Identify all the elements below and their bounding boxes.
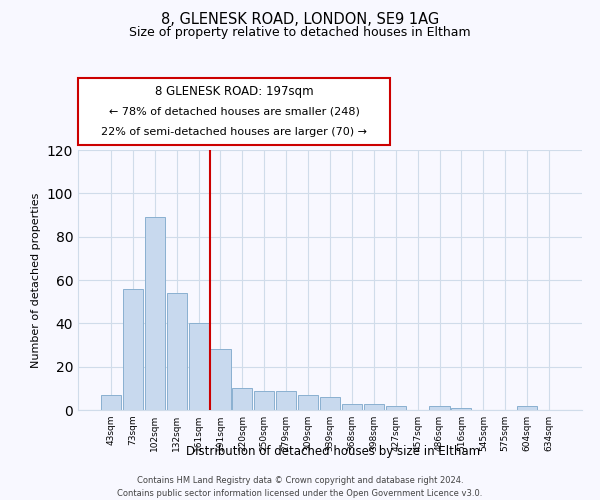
- Text: Distribution of detached houses by size in Eltham: Distribution of detached houses by size …: [186, 444, 480, 458]
- Text: 22% of semi-detached houses are larger (70) →: 22% of semi-detached houses are larger (…: [101, 127, 367, 137]
- Text: ← 78% of detached houses are smaller (248): ← 78% of detached houses are smaller (24…: [109, 106, 359, 116]
- Bar: [430, 406, 449, 410]
- Text: 8 GLENESK ROAD: 197sqm: 8 GLENESK ROAD: 197sqm: [155, 85, 313, 98]
- Bar: [342, 404, 362, 410]
- Text: Contains HM Land Registry data © Crown copyright and database right 2024.
Contai: Contains HM Land Registry data © Crown c…: [118, 476, 482, 498]
- Bar: [188, 324, 209, 410]
- Y-axis label: Number of detached properties: Number of detached properties: [31, 192, 41, 368]
- Bar: [276, 390, 296, 410]
- Bar: [320, 397, 340, 410]
- Bar: [451, 408, 472, 410]
- Text: Size of property relative to detached houses in Eltham: Size of property relative to detached ho…: [129, 26, 471, 39]
- Bar: [386, 406, 406, 410]
- Bar: [364, 404, 384, 410]
- Bar: [517, 406, 537, 410]
- Bar: [211, 350, 230, 410]
- Bar: [101, 395, 121, 410]
- Text: 8, GLENESK ROAD, LONDON, SE9 1AG: 8, GLENESK ROAD, LONDON, SE9 1AG: [161, 12, 439, 28]
- Bar: [298, 395, 318, 410]
- Bar: [232, 388, 253, 410]
- Bar: [254, 390, 274, 410]
- Bar: [167, 293, 187, 410]
- Bar: [145, 217, 165, 410]
- Bar: [123, 288, 143, 410]
